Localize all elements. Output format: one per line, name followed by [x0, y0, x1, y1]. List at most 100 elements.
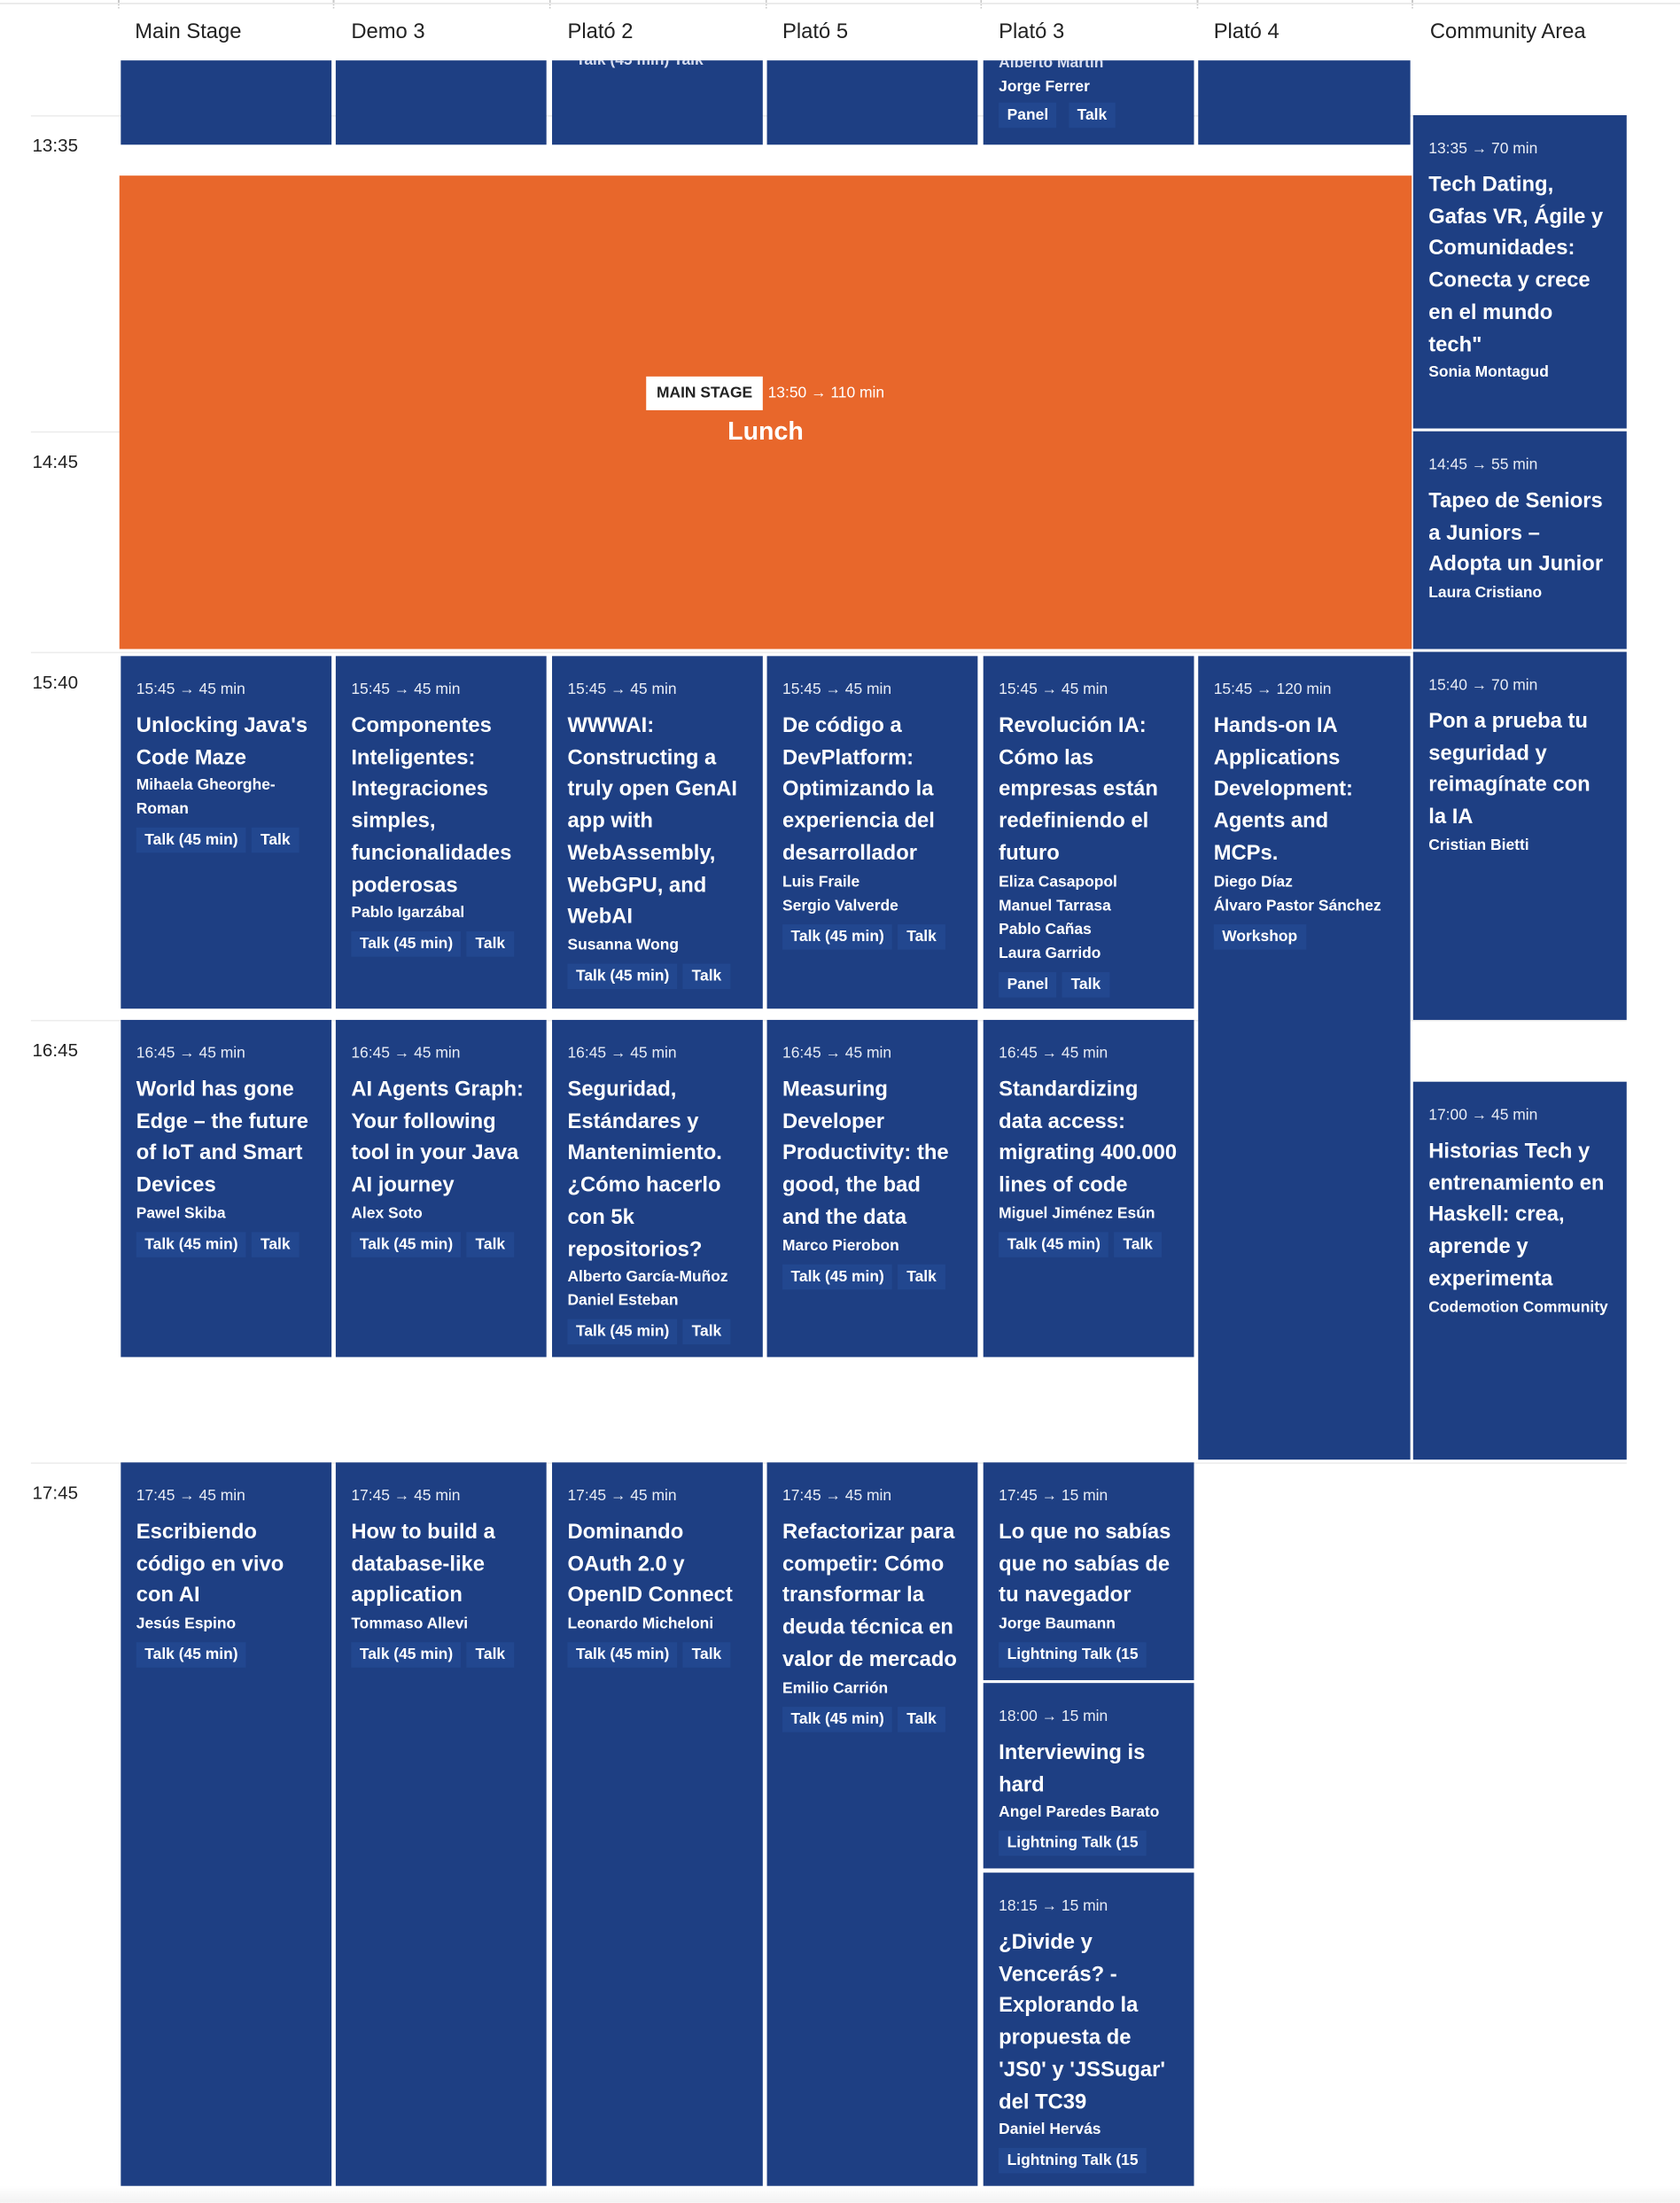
- session-tag: Talk: [1062, 971, 1109, 997]
- session-time: 15:45 → 45 min: [136, 681, 245, 698]
- session-card[interactable]: 15:45 → 45 min Revolución IA: Cómo las em…: [983, 656, 1194, 1009]
- time-label: 13:35: [32, 135, 79, 156]
- session-title[interactable]: De código a DevPlatform: Optimizando la …: [782, 713, 935, 866]
- session-tag: Workshop: [1213, 923, 1306, 949]
- session-tag: Lightning Talk (15: [999, 2148, 1147, 2174]
- session-tag: Talk: [252, 828, 299, 853]
- speaker-name: Laura Cristiano: [1428, 584, 1543, 602]
- session-card-cutoff[interactable]: Alberto Martín Jorge Ferrer Panel Talk: [983, 60, 1194, 145]
- session-title[interactable]: WWWAI: Constructing a truly open GenAI a…: [567, 713, 738, 930]
- session-card-cutoff[interactable]: [121, 60, 332, 145]
- session-title[interactable]: Historias Tech y entrenamiento en Haskel…: [1428, 1139, 1605, 1291]
- column-header-plato-2: Plató 2: [567, 19, 634, 44]
- column-header-community-area: Community Area: [1429, 19, 1586, 44]
- session-tags: Talk (45 min) Talk: [567, 962, 747, 989]
- session-card[interactable]: 15:45 → 45 min WWWAI: Constructing a trul…: [552, 656, 763, 1009]
- session-title[interactable]: Revolución IA: Cómo las empresas están r…: [999, 713, 1158, 866]
- session-title[interactable]: Componentes Inteligentes: Integraciones …: [351, 713, 512, 898]
- session-card[interactable]: 15:45 → 120 min Hands-on IA Applications …: [1198, 656, 1411, 1460]
- session-card[interactable]: 15:45 → 45 min Unlocking Java's Code Maze…: [121, 656, 332, 1009]
- session-tags: Talk (45 min) Talk: [567, 1641, 747, 1668]
- session-title[interactable]: AI Agents Graph: Your following tool in …: [351, 1077, 524, 1197]
- session-tag: Talk: [898, 1264, 945, 1289]
- column-divider: [118, 0, 121, 9]
- session-tags: Workshop: [1213, 922, 1396, 949]
- speaker-name: Emilio Carrión: [782, 1679, 889, 1697]
- session-title[interactable]: Tech Dating, Gafas VR, Ágile y Comunidad…: [1428, 172, 1604, 356]
- stage-badge: MAIN STAGE: [646, 376, 763, 410]
- session-time: 15:45 → 45 min: [351, 681, 461, 698]
- session-tag: Talk: [683, 1642, 730, 1668]
- session-tag: Talk (45 min): [567, 963, 678, 989]
- session-tag: Talk: [898, 1706, 945, 1732]
- session-card[interactable]: 17:45 → 45 min Refactorizar para competir…: [766, 1462, 978, 2186]
- session-title[interactable]: Standardizing data access: migrating 400…: [999, 1077, 1178, 1197]
- session-card[interactable]: 16:45 → 45 min Measuring Developer Produc…: [766, 1019, 978, 1358]
- session-title[interactable]: Tapeo de Seniors a Juniors – Adopta un J…: [1428, 488, 1604, 577]
- session-card[interactable]: 17:45 → 45 min Escribiendo código en vivo…: [121, 1462, 332, 2186]
- session-card-cutoff[interactable]: [1198, 60, 1411, 145]
- session-card[interactable]: 15:45 → 45 min De código a DevPlatform: O…: [766, 656, 978, 1009]
- session-tag: Panel: [999, 971, 1057, 997]
- time-label: 14:45: [32, 450, 79, 472]
- column-divider: [765, 0, 768, 9]
- session-tag: Talk: [898, 923, 945, 949]
- lunch-block[interactable]: MAIN STAGE 13:50 → 110 min Lunch: [119, 175, 1412, 650]
- time-label: 16:45: [32, 1039, 79, 1061]
- session-tag: Lightning Talk (15: [999, 1642, 1147, 1668]
- session-card[interactable]: 17:45 → 45 min Dominando OAuth 2.0 y Open…: [552, 1462, 763, 2186]
- session-tags: Talk (45 min) Talk: [351, 1230, 531, 1257]
- session-tag: Talk: [467, 1232, 514, 1257]
- session-tags: Panel Talk: [999, 970, 1178, 997]
- session-title[interactable]: Lo que no sabías que no sabías de tu nav…: [999, 1520, 1171, 1608]
- column-divider: [548, 0, 552, 9]
- session-title[interactable]: Interviewing is hard: [999, 1740, 1146, 1797]
- session-tags: Talk (45 min) Talk: [782, 1262, 962, 1289]
- header-divider: [0, 3, 1680, 4]
- session-title[interactable]: How to build a database-like application: [351, 1520, 495, 1608]
- session-time: 16:45 → 45 min: [999, 1045, 1108, 1063]
- session-title[interactable]: Pon a prueba tu seguridad y reimagínate …: [1428, 709, 1591, 829]
- session-card[interactable]: 16:45 → 45 min AI Agents Graph: Your foll…: [335, 1019, 547, 1358]
- column-divider: [980, 0, 984, 9]
- session-title[interactable]: World has gone Edge – the future of IoT …: [136, 1077, 308, 1197]
- session-title[interactable]: Seguridad, Estándares y Mantenimiento. ¿…: [567, 1077, 722, 1261]
- session-card[interactable]: 16:45 → 45 min Seguridad, Estándares y Ma…: [552, 1019, 763, 1358]
- session-title[interactable]: Hands-on IA Applications Development: Ag…: [1213, 713, 1353, 866]
- session-card[interactable]: 17:00 → 45 min Historias Tech y entrenami…: [1412, 1081, 1627, 1460]
- session-tag: Talk (45 min): [782, 923, 893, 949]
- session-title[interactable]: Escribiendo código en vivo con AI: [136, 1520, 284, 1608]
- session-tags: Talk (45 min) Talk: [999, 1230, 1178, 1257]
- session-title[interactable]: Unlocking Java's Code Maze: [136, 713, 308, 770]
- speaker-name: Daniel Esteban: [567, 1292, 679, 1310]
- session-card[interactable]: 15:45 → 45 min Componentes Inteligentes: …: [335, 656, 547, 1009]
- speaker-name: Alberto García-Muñoz: [567, 1268, 728, 1286]
- session-card[interactable]: 17:45 → 15 min Lo que no sabías que no sa…: [983, 1462, 1194, 1681]
- session-card[interactable]: 13:35 → 70 min Tech Dating, Gafas VR, Ági…: [1412, 114, 1627, 429]
- session-time: 15:45 → 45 min: [782, 681, 892, 698]
- session-tag: Talk: [683, 1319, 730, 1345]
- session-card-cutoff[interactable]: [766, 60, 978, 145]
- session-title[interactable]: Dominando OAuth 2.0 y OpenID Connect: [567, 1520, 733, 1608]
- speaker-name: Sonia Montagud: [1428, 363, 1549, 381]
- session-tag: Talk (45 min): [351, 1232, 462, 1257]
- session-title[interactable]: Measuring Developer Productivity: the go…: [782, 1077, 949, 1229]
- session-tag: Talk (45 min): [567, 1319, 678, 1345]
- session-title[interactable]: ¿Divide y Vencerás? - Explorando la prop…: [999, 1930, 1166, 2114]
- session-card[interactable]: 18:15 → 15 min ¿Divide y Vencerás? - Expl…: [983, 1872, 1194, 2186]
- speaker-name: Diego Díaz: [1213, 873, 1293, 891]
- session-card[interactable]: 14:45 → 55 min Tapeo de Seniors a Juniors…: [1412, 431, 1627, 650]
- session-card-cutoff[interactable]: Talk (45 min) Talk: [552, 60, 763, 145]
- session-card-cutoff[interactable]: [335, 60, 547, 145]
- session-tag: Talk (45 min): [351, 931, 462, 957]
- session-card[interactable]: 17:45 → 45 min How to build a database-li…: [335, 1462, 547, 2186]
- session-card[interactable]: 16:45 → 45 min Standardizing data access:…: [983, 1019, 1194, 1358]
- session-card[interactable]: 15:40 → 70 min Pon a prueba tu seguridad …: [1412, 651, 1627, 1020]
- session-tag: Talk: [683, 963, 730, 989]
- session-card[interactable]: 16:45 → 45 min World has gone Edge – the …: [121, 1019, 332, 1358]
- speaker-name: Mihaela Gheorghe-Roman: [136, 777, 276, 819]
- session-tags: Talk (45 min): [136, 1641, 316, 1668]
- session-title[interactable]: Refactorizar para competir: Cómo transfo…: [782, 1520, 957, 1672]
- session-card[interactable]: 18:00 → 15 min Interviewing is hard Angel …: [983, 1683, 1194, 1869]
